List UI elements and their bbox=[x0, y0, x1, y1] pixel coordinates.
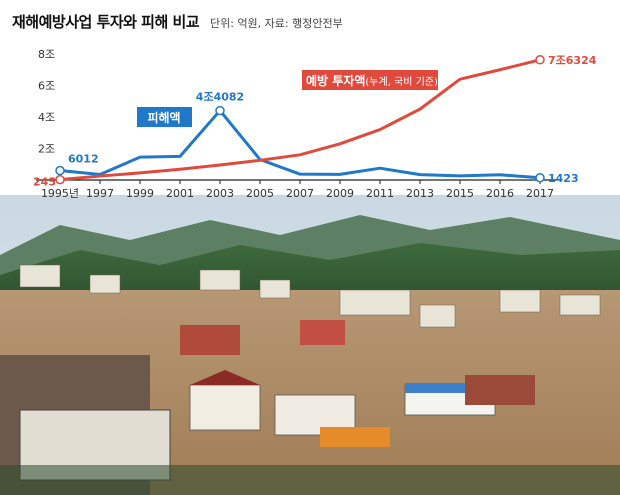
y-tick-label: 2조 bbox=[38, 143, 55, 156]
series-layer bbox=[59, 58, 541, 182]
x-tick-label: 2011 bbox=[366, 187, 394, 200]
data-label-layer: 6012 4조4082 1423 245 7조6324 피해액 예방 투자액(누계, 국비 … bbox=[33, 54, 597, 189]
x-tick-label: 2009 bbox=[326, 187, 354, 200]
data-label: 245 bbox=[33, 176, 56, 189]
investment-series-name: 예방 투자액(누계, 국비 기준) bbox=[306, 73, 438, 88]
x-axis: 1995년 1997 1999 2001 2003 2005 2007 2009 2011 201… bbox=[36, 179, 560, 200]
x-tick-label: 2015 bbox=[446, 187, 474, 200]
damage-series-tag: 피해액 bbox=[137, 107, 192, 127]
chart-panel: 재해예방사업 투자와 피해 비교 단위: 억원, 자료: 행정안전부 bbox=[0, 0, 620, 215]
x-tick-label: 2007 bbox=[286, 187, 314, 200]
x-tick-label: 1999 bbox=[126, 187, 154, 200]
flood-photo bbox=[0, 195, 620, 495]
x-tick-label: 2016 bbox=[486, 187, 514, 200]
data-point-marker bbox=[535, 55, 545, 65]
chart-title: 재해예방사업 투자와 피해 비교 bbox=[12, 13, 200, 31]
investment-series-sublabel: (누계, 국비 기준) bbox=[365, 76, 438, 88]
x-tick-label: 1995년 bbox=[41, 187, 79, 200]
data-label: 4조4082 bbox=[196, 91, 244, 104]
data-point-marker bbox=[55, 165, 65, 176]
investment-series-tag: 예방 투자액(누계, 국비 기준) bbox=[302, 70, 438, 90]
line-chart: 2조 4조 6조 8조 1995년 1997 1999 2001 2003 2005 2007 20… bbox=[33, 48, 597, 200]
y-tick-label: 6조 bbox=[38, 80, 55, 93]
data-label: 1423 bbox=[548, 172, 579, 185]
data-point-marker bbox=[535, 173, 545, 183]
investment-series-line bbox=[59, 58, 541, 182]
x-tick-label: 2017 bbox=[526, 187, 554, 200]
data-label: 7조6324 bbox=[548, 54, 597, 67]
data-point-marker bbox=[55, 174, 65, 185]
x-tick-label: 2001 bbox=[166, 187, 194, 200]
x-tick-label: 2005 bbox=[246, 187, 274, 200]
data-label: 6012 bbox=[68, 153, 99, 166]
y-axis: 2조 4조 6조 8조 bbox=[38, 48, 55, 156]
damage-series-name: 피해액 bbox=[147, 110, 180, 125]
y-tick-label: 4조 bbox=[38, 111, 55, 124]
chart-subtitle: 단위: 억원, 자료: 행정안전부 bbox=[210, 17, 343, 30]
x-tick-label: 1997 bbox=[86, 187, 114, 200]
y-tick-label: 8조 bbox=[38, 48, 55, 61]
x-tick-label: 2003 bbox=[206, 187, 234, 200]
damage-series-line bbox=[59, 109, 541, 180]
x-tick-label: 2013 bbox=[406, 187, 434, 200]
data-point-marker bbox=[215, 105, 225, 116]
